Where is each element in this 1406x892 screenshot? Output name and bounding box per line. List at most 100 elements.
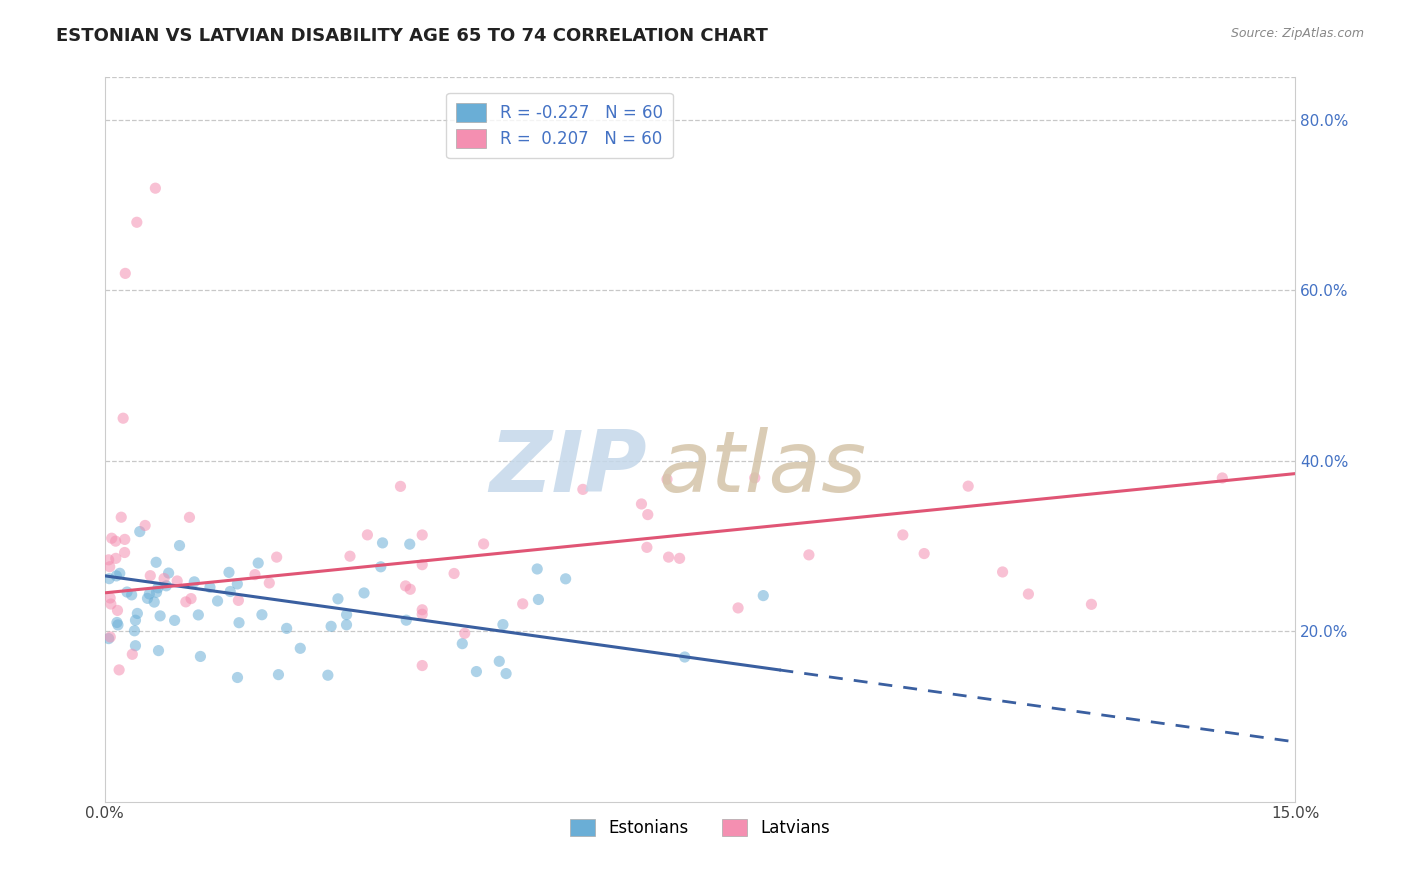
- Estonians: [752, 589, 775, 603]
- Latvians: [668, 551, 690, 566]
- Latvians: [411, 528, 433, 542]
- Estonians: [398, 537, 420, 551]
- Latvians: [97, 553, 120, 567]
- Latvians: [114, 266, 136, 280]
- Estonians: [127, 607, 149, 621]
- Latvians: [658, 550, 681, 565]
- Latvians: [411, 658, 433, 673]
- Latvians: [1080, 598, 1102, 612]
- Latvians: [125, 215, 148, 229]
- Latvians: [145, 181, 167, 195]
- Latvians: [174, 595, 197, 609]
- Estonians: [124, 624, 146, 638]
- Latvians: [114, 545, 136, 559]
- Estonians: [198, 580, 221, 594]
- Estonians: [226, 577, 249, 591]
- Latvians: [630, 497, 652, 511]
- Estonians: [143, 595, 166, 609]
- Estonians: [492, 617, 515, 632]
- Estonians: [169, 539, 191, 553]
- Latvians: [912, 547, 935, 561]
- Latvians: [98, 630, 121, 644]
- Latvians: [394, 579, 416, 593]
- Estonians: [207, 594, 229, 608]
- Text: Source: ZipAtlas.com: Source: ZipAtlas.com: [1230, 27, 1364, 40]
- Estonians: [527, 592, 550, 607]
- Estonians: [183, 574, 205, 589]
- Estonians: [121, 588, 143, 602]
- Estonians: [145, 555, 167, 569]
- Estonians: [157, 566, 180, 580]
- Latvians: [655, 472, 678, 486]
- Latvians: [98, 559, 121, 574]
- Latvians: [243, 567, 266, 582]
- Latvians: [512, 597, 534, 611]
- Latvians: [104, 551, 127, 566]
- Latvians: [411, 603, 433, 617]
- Latvians: [891, 528, 914, 542]
- Estonians: [187, 607, 209, 622]
- Estonians: [326, 591, 349, 606]
- Estonians: [290, 641, 312, 656]
- Latvians: [98, 591, 121, 605]
- Estonians: [108, 566, 131, 581]
- Latvians: [637, 508, 659, 522]
- Latvians: [228, 593, 250, 607]
- Latvians: [112, 411, 135, 425]
- Estonians: [124, 639, 146, 653]
- Estonians: [465, 665, 488, 679]
- Latvians: [179, 510, 201, 524]
- Estonians: [353, 586, 375, 600]
- Latvians: [744, 471, 766, 485]
- Latvians: [104, 534, 127, 549]
- Estonians: [336, 607, 359, 622]
- Latvians: [727, 601, 749, 615]
- Estonians: [148, 643, 170, 657]
- Latvians: [356, 528, 378, 542]
- Estonians: [488, 654, 510, 668]
- Estonians: [98, 572, 121, 586]
- Latvians: [572, 483, 595, 497]
- Estonians: [115, 585, 138, 599]
- Estonians: [495, 666, 517, 681]
- Latvians: [1211, 471, 1233, 485]
- Latvians: [389, 479, 412, 493]
- Estonians: [226, 671, 249, 685]
- Latvians: [472, 537, 495, 551]
- Latvians: [166, 574, 188, 588]
- Estonians: [146, 581, 169, 595]
- Estonians: [554, 572, 576, 586]
- Latvians: [100, 531, 122, 545]
- Latvians: [443, 566, 465, 581]
- Estonians: [155, 579, 177, 593]
- Latvians: [991, 565, 1014, 579]
- Latvians: [266, 550, 288, 565]
- Text: ZIP: ZIP: [489, 427, 647, 510]
- Text: ESTONIAN VS LATVIAN DISABILITY AGE 65 TO 74 CORRELATION CHART: ESTONIAN VS LATVIAN DISABILITY AGE 65 TO…: [56, 27, 768, 45]
- Estonians: [371, 536, 394, 550]
- Estonians: [250, 607, 273, 622]
- Estonians: [316, 668, 339, 682]
- Latvians: [399, 582, 422, 597]
- Latvians: [1017, 587, 1039, 601]
- Latvians: [110, 510, 132, 524]
- Latvians: [339, 549, 361, 564]
- Latvians: [139, 568, 162, 582]
- Estonians: [276, 621, 298, 635]
- Latvians: [153, 572, 176, 586]
- Estonians: [124, 613, 146, 627]
- Legend: Estonians, Latvians: Estonians, Latvians: [564, 813, 837, 844]
- Estonians: [105, 569, 128, 583]
- Latvians: [114, 533, 136, 547]
- Text: atlas: atlas: [658, 427, 866, 510]
- Estonians: [451, 637, 474, 651]
- Estonians: [163, 614, 186, 628]
- Estonians: [247, 556, 270, 570]
- Latvians: [411, 558, 433, 572]
- Estonians: [673, 650, 696, 665]
- Latvians: [957, 479, 980, 493]
- Estonians: [138, 587, 160, 601]
- Estonians: [218, 566, 240, 580]
- Latvians: [100, 597, 122, 611]
- Estonians: [219, 584, 242, 599]
